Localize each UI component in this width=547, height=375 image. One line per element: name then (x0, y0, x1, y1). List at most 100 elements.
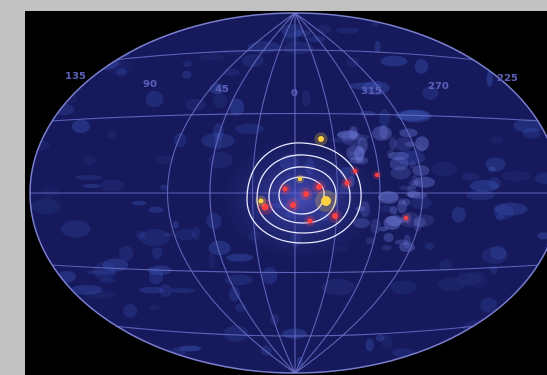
label-lon-315: 315 (361, 86, 382, 97)
cloud-patch (397, 199, 407, 214)
emission-hotspots (255, 132, 411, 227)
diffuse-patch (106, 130, 117, 139)
diffuse-patch (223, 68, 240, 77)
diffuse-patch (359, 110, 376, 116)
diffuse-patch (61, 220, 91, 238)
diffuse-patch (82, 183, 101, 188)
label-lon-270: 270 (428, 81, 449, 92)
cloud-patch (337, 131, 358, 139)
diffuse-patch (179, 345, 202, 352)
diffuse-patch (163, 232, 174, 237)
diffuse-patch (212, 92, 228, 108)
cloud-patch (349, 134, 370, 141)
diffuse-patch (139, 229, 170, 247)
cloud-patch (381, 245, 393, 251)
diffuse-patch (108, 18, 133, 24)
diffuse-patch (380, 204, 394, 213)
diffuse-patch (392, 348, 416, 358)
sky-map: 135 90 45 0 315 270 225 (29, 12, 547, 374)
cloud-patch (348, 126, 358, 140)
diffuse-patch (465, 271, 488, 289)
diffuse-patch (123, 303, 138, 318)
diffuse-patch (481, 247, 508, 264)
label-lon-225: 225 (497, 73, 518, 84)
diffuse-patch (439, 357, 450, 369)
diffuse-patch (31, 198, 61, 215)
cloud-patch (408, 180, 421, 185)
diffuse-patch (537, 232, 547, 240)
cloud-patch (398, 198, 406, 206)
diffuse-patch (523, 333, 547, 348)
cloud-patch (399, 242, 415, 253)
diffuse-patch (229, 98, 245, 116)
diffuse-patch (71, 119, 90, 134)
diffuse-patch (466, 190, 495, 201)
cloud-patch (391, 214, 401, 227)
diffuse-patch (490, 136, 504, 144)
diffuse-patch (30, 122, 44, 138)
cloud-patch (415, 136, 429, 151)
hotspot (353, 169, 357, 173)
diffuse-patch (306, 36, 326, 43)
diffuse-patch (222, 48, 243, 56)
diffuse-patch (226, 253, 253, 262)
diffuse-patch (66, 91, 78, 104)
diffuse-patch (155, 155, 176, 165)
diffuse-patch (517, 49, 534, 55)
diffuse-patch (437, 277, 466, 292)
contour-lines (246, 142, 362, 244)
diffuse-patch (224, 274, 253, 286)
label-lon-135: 135 (65, 71, 86, 82)
hotspot (298, 177, 302, 181)
cloud-patch (387, 150, 394, 157)
diffuse-patch (72, 40, 84, 49)
diffuse-patch (522, 127, 541, 139)
diffuse-patch (490, 245, 507, 261)
cloud-patch (389, 156, 409, 171)
diffuse-patch (462, 320, 492, 336)
central-glow (220, 137, 380, 261)
diffuse-patch (136, 230, 146, 240)
hotspot (282, 186, 288, 192)
diffuse-patch (229, 286, 240, 302)
cloud-patch (337, 130, 359, 141)
cloud-patch (409, 160, 416, 169)
diffuse-patch (321, 278, 355, 296)
cloud-patch (378, 191, 399, 204)
diffuse-patch (504, 23, 535, 42)
cloud-patch (379, 226, 389, 232)
diffuse-patch (173, 13, 192, 29)
hotspot (303, 191, 309, 197)
label-lon-45: 45 (215, 84, 229, 95)
cloud-patch (390, 166, 411, 180)
diffuse-patch (172, 221, 179, 229)
diffuse-patch (461, 172, 481, 181)
diffuse-patch (103, 60, 133, 74)
hotspot (321, 196, 331, 206)
diffuse-patch (181, 70, 192, 79)
cloud-patch (379, 125, 388, 140)
diffuse-patch (223, 325, 249, 342)
diffuse-patch (116, 68, 127, 77)
hotspot (316, 184, 322, 190)
cloud-patch (413, 217, 426, 228)
hotspot (344, 180, 350, 186)
diffuse-patch (85, 24, 114, 29)
diffuse-patch (422, 86, 439, 100)
top-margin (0, 0, 547, 11)
cloud-patch (394, 137, 413, 151)
diffuse-patch (281, 24, 304, 39)
diffuse-patch (192, 226, 200, 240)
diffuse-patch (106, 348, 115, 365)
diffuse-patch (399, 109, 432, 123)
diffuse-patch (149, 305, 160, 310)
diffuse-patch (498, 54, 525, 69)
cloud-patch (403, 234, 411, 249)
diffuse-patch (301, 89, 311, 107)
diffuse-patch (152, 246, 163, 259)
diffuse-patch (206, 213, 222, 230)
diffuse-patch (493, 202, 528, 216)
hotspot (318, 136, 324, 142)
diffuse-patch (411, 196, 432, 210)
